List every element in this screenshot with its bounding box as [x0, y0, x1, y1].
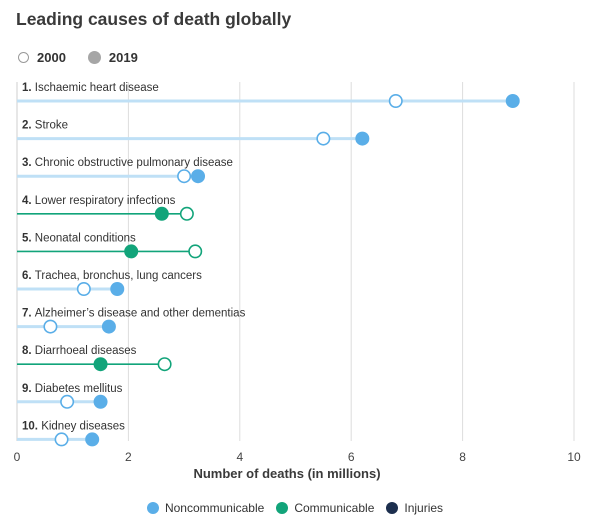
row-label: 8. Diarrhoeal diseases — [22, 345, 137, 357]
row-cause-name: Trachea, bronchus, lung cancers — [35, 270, 202, 282]
row-label: 10. Kidney diseases — [22, 420, 125, 432]
point-2000[interactable] — [177, 169, 192, 184]
row-label: 7. Alzheimer’s disease and other dementi… — [22, 308, 246, 320]
row-label: 6. Trachea, bronchus, lung cancers — [22, 270, 202, 282]
point-2000[interactable] — [60, 394, 75, 409]
x-tick-label: 0 — [14, 450, 21, 464]
point-2019[interactable] — [93, 394, 108, 409]
row-rank: 6. — [22, 270, 35, 282]
legend-label-2000: 2000 — [37, 50, 66, 65]
point-2000[interactable] — [54, 432, 69, 447]
category-legend: Noncommunicable Communicable Injuries — [0, 501, 590, 515]
x-tick-label: 4 — [236, 450, 243, 464]
point-2019[interactable] — [93, 357, 108, 372]
legend-item-noncommunicable[interactable]: Noncommunicable — [146, 501, 265, 515]
x-tick-label: 8 — [459, 450, 466, 464]
point-2000[interactable] — [76, 281, 91, 296]
chart-title: Leading causes of death globally — [16, 9, 292, 29]
row-rank: 8. — [22, 345, 35, 357]
row-label: 2. Stroke — [22, 120, 68, 132]
row-label: 1. Ischaemic heart disease — [22, 82, 159, 94]
open-circle-icon — [18, 52, 29, 63]
point-2019[interactable] — [101, 319, 116, 334]
legend-dot-icon — [386, 502, 399, 514]
point-2000[interactable] — [157, 357, 172, 372]
x-axis-label: Number of deaths (in millions) — [193, 466, 380, 481]
row-rank: 10. — [22, 420, 41, 432]
point-2019[interactable] — [124, 244, 139, 259]
row-cause-name: Lower respiratory infections — [35, 195, 176, 207]
legend-label-2019: 2019 — [108, 50, 138, 65]
legend-item-2000[interactable]: 2000 — [18, 50, 66, 65]
year-legend: 2000 2019 — [18, 50, 160, 65]
point-2000[interactable] — [179, 206, 194, 221]
point-2000[interactable] — [188, 244, 203, 259]
x-tick-label: 10 — [567, 450, 581, 464]
row-cause-name: Kidney diseases — [41, 420, 125, 432]
point-2019[interactable] — [154, 206, 169, 221]
legend-item-communicable[interactable]: Communicable — [276, 501, 374, 515]
legend-item-2019[interactable]: 2019 — [87, 50, 138, 65]
row-cause-name: Stroke — [35, 120, 68, 132]
row-label: 4. Lower respiratory infections — [22, 195, 176, 207]
point-2019[interactable] — [110, 282, 125, 296]
legend-item-injuries[interactable]: Injuries — [386, 501, 443, 515]
row-rank: 9. — [22, 383, 35, 395]
legend-label: Noncommunicable — [164, 501, 265, 515]
row-rank: 4. — [22, 195, 35, 207]
row-rank: 5. — [22, 232, 35, 244]
point-2000[interactable] — [388, 94, 403, 109]
point-2019[interactable] — [191, 169, 206, 184]
row-label: 3. Chronic obstructive pulmonary disease — [22, 157, 233, 169]
row-rank: 1. — [22, 82, 35, 94]
x-tick-label: 2 — [125, 450, 132, 464]
legend-label: Communicable — [294, 501, 375, 515]
legend-label: Injuries — [404, 501, 444, 515]
row-label: 5. Neonatal conditions — [22, 232, 136, 244]
point-2019[interactable] — [355, 131, 370, 146]
row-cause-name: Ischaemic heart disease — [35, 82, 159, 94]
legend-dot-icon — [276, 502, 289, 514]
row-cause-name: Neonatal conditions — [35, 232, 136, 244]
legend-dot-icon — [146, 502, 159, 514]
filled-circle-icon — [87, 51, 101, 64]
row-cause-name: Diabetes mellitus — [35, 383, 123, 395]
row-cause-name: Alzheimer’s disease and other dementias — [35, 308, 246, 320]
row-rank: 3. — [22, 157, 35, 169]
row-label: 9. Diabetes mellitus — [22, 383, 123, 395]
point-2000[interactable] — [316, 131, 331, 146]
point-2019[interactable] — [85, 432, 100, 447]
point-2019[interactable] — [505, 94, 520, 108]
row-cause-name: Chronic obstructive pulmonary disease — [35, 157, 233, 169]
point-2000[interactable] — [43, 319, 58, 334]
row-cause-name: Diarrhoeal diseases — [35, 345, 137, 357]
x-tick-label: 6 — [348, 450, 355, 464]
row-rank: 7. — [22, 308, 35, 320]
row-rank: 2. — [22, 120, 35, 132]
